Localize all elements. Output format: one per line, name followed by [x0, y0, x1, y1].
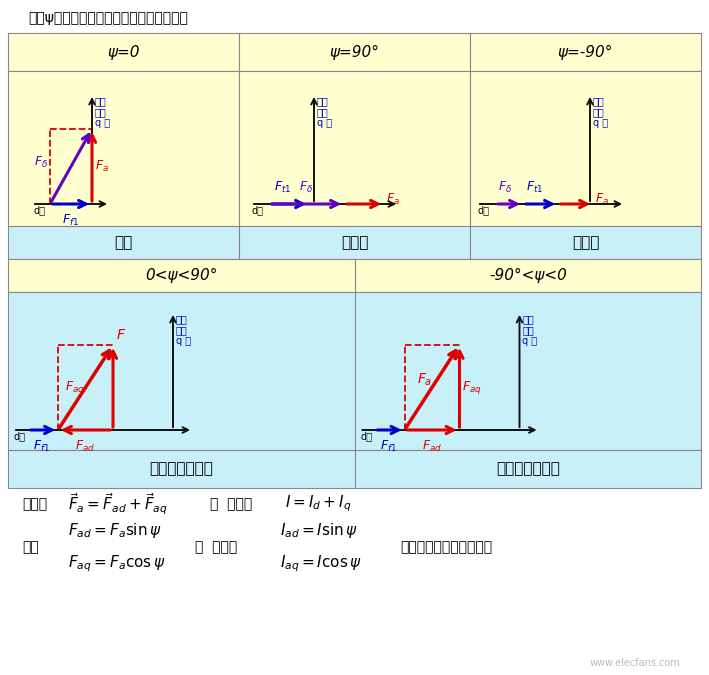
Text: 时轴: 时轴: [317, 107, 329, 117]
Text: q 轴: q 轴: [523, 336, 537, 346]
Text: 相轴: 相轴: [523, 314, 535, 324]
Text: 时轴: 时轴: [593, 107, 605, 117]
Text: www.elecfans.com: www.elecfans.com: [590, 658, 681, 668]
Text: d轴: d轴: [14, 431, 26, 441]
Text: 相轴: 相轴: [317, 96, 329, 106]
Text: 表中：: 表中：: [22, 497, 47, 511]
Text: 时轴: 时轴: [95, 107, 107, 117]
Bar: [470, 71, 701, 226]
Text: $F_δ$: $F_δ$: [498, 180, 512, 195]
Text: 时轴: 时轴: [176, 325, 188, 335]
Text: 直轴助磁兼交磁: 直轴助磁兼交磁: [496, 462, 559, 477]
Text: $F_{f1}$: $F_{f1}$: [33, 439, 50, 454]
Text: ψ=90°: ψ=90°: [330, 45, 379, 59]
Bar: [8, 292, 354, 450]
Text: $F_a$: $F_a$: [595, 192, 609, 207]
Text: $F_{t1}$: $F_{t1}$: [274, 180, 291, 195]
Bar: [8, 33, 239, 71]
Text: d轴: d轴: [252, 205, 264, 215]
Bar: [354, 450, 701, 488]
Text: $F_{f1}$: $F_{f1}$: [62, 213, 79, 228]
Text: d轴: d轴: [478, 205, 490, 215]
Text: 不同ψ（负载性质不同）时电枢反应性质：: 不同ψ（负载性质不同）时电枢反应性质：: [28, 11, 188, 25]
Text: 直轴去磁兼交磁: 直轴去磁兼交磁: [150, 462, 213, 477]
Text: 相轴: 相轴: [593, 96, 605, 106]
Bar: [8, 259, 354, 292]
Text: $F_{t1}$: $F_{t1}$: [526, 180, 543, 195]
Bar: [470, 226, 701, 259]
Text: q 轴: q 轴: [593, 118, 608, 128]
Text: 相轴: 相轴: [95, 96, 107, 106]
Bar: [8, 450, 354, 488]
Text: 纯去磁: 纯去磁: [341, 235, 368, 250]
Text: q 轴: q 轴: [176, 336, 191, 346]
Text: 0<ψ<90°: 0<ψ<90°: [145, 268, 218, 283]
Text: 交磁: 交磁: [114, 235, 133, 250]
Bar: [470, 33, 701, 71]
Text: d轴: d轴: [360, 431, 372, 441]
Text: $F_{aq}$: $F_{aq}$: [462, 379, 482, 396]
Text: ψ=-90°: ψ=-90°: [558, 45, 613, 59]
Text: ；  对应：: ； 对应：: [210, 497, 252, 511]
Text: $F_{aq}$: $F_{aq}$: [65, 379, 85, 396]
Text: $F_{ad} = F_a \sin\psi$: $F_{ad} = F_a \sin\psi$: [68, 522, 162, 541]
Bar: [8, 226, 239, 259]
Bar: [239, 226, 470, 259]
Bar: [354, 292, 701, 450]
Text: 时轴: 时轴: [523, 325, 535, 335]
Text: $I_{aq} = I\cos\psi$: $I_{aq} = I\cos\psi$: [280, 554, 362, 574]
Bar: [239, 33, 470, 71]
Text: $I = I_d + I_q$: $I = I_d + I_q$: [285, 493, 352, 514]
Text: ；  对应：: ； 对应：: [195, 540, 238, 554]
Text: $I_{ad} = I\sin\psi$: $I_{ad} = I\sin\psi$: [280, 522, 358, 541]
Text: $F_a$: $F_a$: [95, 159, 109, 174]
Text: 纯助磁: 纯助磁: [572, 235, 599, 250]
Text: q 轴: q 轴: [95, 118, 110, 128]
Text: $\vec{F}_a = \vec{F}_{ad} + \vec{F}_{aq}$: $\vec{F}_a = \vec{F}_{ad} + \vec{F}_{aq}…: [68, 491, 168, 517]
Text: 相轴: 相轴: [176, 314, 188, 324]
Bar: [354, 259, 701, 292]
Text: 而：: 而：: [22, 540, 39, 554]
Bar: [8, 71, 239, 226]
Text: $F_{f1}$: $F_{f1}$: [379, 439, 396, 454]
Text: $F_δ$: $F_δ$: [34, 155, 48, 170]
Text: $F_{ad}$: $F_{ad}$: [422, 439, 442, 454]
Text: q 轴: q 轴: [317, 118, 332, 128]
Bar: [239, 71, 470, 226]
Text: $F$: $F$: [116, 328, 126, 342]
Text: 分别为直轴和交轴分量。: 分别为直轴和交轴分量。: [400, 540, 492, 554]
Text: $F_a$: $F_a$: [386, 192, 400, 207]
Text: ψ=0: ψ=0: [107, 45, 140, 59]
Text: d轴: d轴: [33, 205, 45, 215]
Text: $F_a$: $F_a$: [417, 371, 432, 387]
Text: -90°<ψ<0: -90°<ψ<0: [489, 268, 566, 283]
Text: $F_{ad}$: $F_{ad}$: [75, 439, 96, 454]
Text: $F_{aq} = F_a \cos\psi$: $F_{aq} = F_a \cos\psi$: [68, 554, 165, 574]
Text: $F_δ$: $F_δ$: [299, 180, 313, 195]
